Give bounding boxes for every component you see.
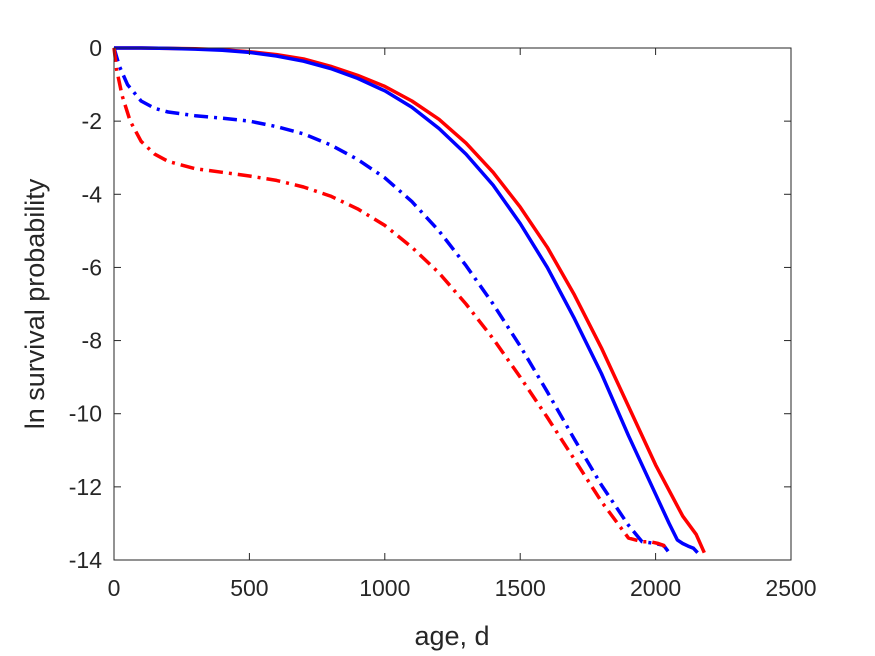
series-line-2: [114, 46, 699, 554]
y-tick-label: -10: [69, 401, 102, 427]
y-tick-label: 0: [89, 35, 102, 61]
y-tick-label: -8: [82, 328, 102, 354]
y-tick-label: -14: [69, 547, 102, 573]
x-tick-label: 1500: [495, 575, 546, 601]
y-tick-label: -4: [82, 181, 103, 207]
series-line-4: [112, 47, 669, 554]
series-line-3: [112, 47, 671, 554]
x-tick-label: 2500: [765, 575, 816, 601]
y-tick-label: -2: [82, 108, 102, 134]
x-axis-label: age, d: [414, 621, 489, 651]
y-axis: 0 -2 -4 -6 -8 -10 -12 -14: [69, 35, 791, 573]
axes-frame: [113, 47, 792, 561]
x-tick-label: 2000: [630, 575, 681, 601]
x-tick-label: 1000: [359, 575, 410, 601]
x-tick-label: 500: [230, 575, 268, 601]
y-tick-label: -12: [69, 474, 102, 500]
y-axis-label: ln survival probability: [20, 178, 50, 429]
plot-area: [112, 46, 706, 554]
y-tick-label: -6: [82, 254, 102, 280]
x-tick-label: 0: [108, 575, 121, 601]
x-axis: 0 500 1000 1500 2000 2500: [108, 48, 817, 601]
